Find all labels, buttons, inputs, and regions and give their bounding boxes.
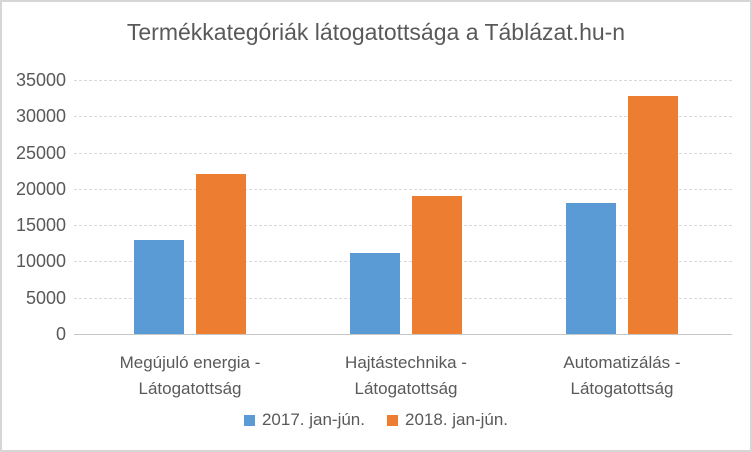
gridline <box>74 116 732 118</box>
legend: 2017. jan-jún. 2018. jan-jún. <box>2 410 750 430</box>
gridline <box>74 297 732 299</box>
gridline <box>74 261 732 263</box>
y-tick-label: 10000 <box>15 251 66 272</box>
y-tick-label: 15000 <box>15 215 66 236</box>
legend-swatch-icon <box>387 414 398 426</box>
gridline <box>74 152 732 154</box>
gridline <box>74 188 732 190</box>
y-tick-label: 20000 <box>15 178 66 199</box>
legend-label: 2017. jan-jún. <box>261 410 365 429</box>
category-label-line2: Látogatottság <box>354 379 458 398</box>
gridline <box>74 225 732 227</box>
bar-series1-cat1 <box>134 239 184 334</box>
legend-swatch-icon <box>243 414 255 426</box>
legend-label: 2018. jan-jún. <box>405 410 509 429</box>
category-label-line2: Látogatottság <box>570 379 674 398</box>
category-label-1: Megújuló energia - Látogatottság <box>85 350 295 402</box>
category-label-line1: Megújuló energia - <box>119 353 261 372</box>
category-label-2: Hajtástechnika - Látogatottság <box>301 350 511 402</box>
legend-item-1: 2017. jan-jún. <box>243 410 365 430</box>
legend-item-2: 2018. jan-jún. <box>387 410 508 430</box>
bar-series1-cat2 <box>350 252 400 334</box>
y-tick-label: 0 <box>55 324 66 344</box>
category-label-line1: Hajtástechnika - <box>345 353 467 372</box>
category-label-3: Automatizálás - Látogatottság <box>517 350 727 402</box>
category-label-line1: Automatizálás - <box>563 353 681 372</box>
bar-series1-cat3 <box>566 203 616 334</box>
category-label-line2: Látogatottság <box>138 379 242 398</box>
gridline <box>74 80 732 81</box>
bar-series2-cat2 <box>412 196 462 334</box>
x-axis-line <box>74 334 732 335</box>
y-tick-label: 35000 <box>15 70 66 90</box>
bar-series2-cat3 <box>628 95 678 334</box>
y-tick-label: 25000 <box>15 142 66 163</box>
y-tick-label: 30000 <box>15 106 66 127</box>
y-tick-label: 5000 <box>25 287 66 308</box>
bar-series2-cat1 <box>196 173 246 334</box>
chart-title: Termékkategóriák látogatottsága a Tábláz… <box>126 19 626 45</box>
